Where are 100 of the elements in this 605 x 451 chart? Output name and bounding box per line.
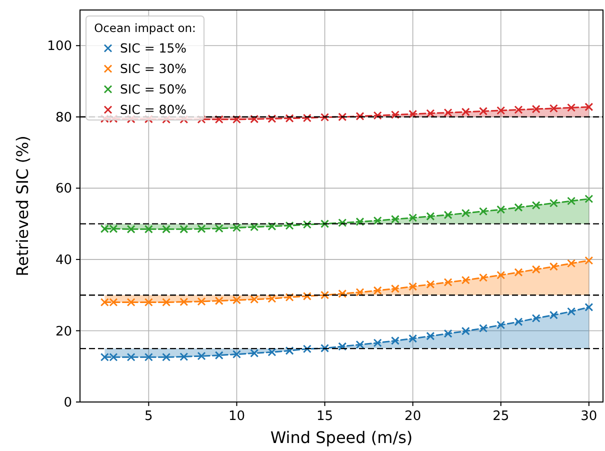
point: [250, 348, 259, 358]
point: [373, 216, 382, 225]
point: [549, 104, 558, 113]
point: [444, 329, 452, 338]
point: [320, 344, 330, 352]
legend-title: Ocean impact on:: [94, 21, 196, 35]
x-tick-label: 30: [580, 409, 598, 424]
point: [180, 352, 188, 361]
point: [549, 262, 558, 271]
y-tick-label: 80: [55, 110, 72, 126]
y-tick-label: 20: [55, 324, 72, 340]
x-tick-label: 20: [404, 409, 422, 424]
point: [180, 224, 188, 234]
y-tick-label: 100: [47, 39, 72, 54]
x-tick-label: 25: [492, 409, 510, 424]
point: [302, 344, 312, 354]
point: [214, 115, 224, 124]
point: [250, 295, 259, 304]
point: [373, 286, 382, 295]
point: [197, 352, 206, 360]
point: [162, 298, 171, 306]
point: [320, 220, 330, 228]
point: [408, 214, 418, 222]
point: [514, 106, 523, 114]
point: [338, 289, 347, 298]
point: [232, 296, 241, 304]
point: [214, 351, 224, 360]
point: [356, 340, 364, 349]
point: [268, 114, 276, 123]
point: [532, 265, 540, 274]
point: [356, 217, 364, 226]
point: [390, 284, 400, 293]
point: [408, 282, 418, 291]
point: [144, 298, 153, 306]
point: [408, 334, 418, 343]
point: [584, 256, 594, 265]
point: [426, 212, 435, 221]
point: [268, 348, 276, 356]
point: [567, 259, 576, 268]
point: [532, 201, 540, 210]
x-tick-label: 10: [228, 409, 245, 424]
x-tick-label: 15: [316, 409, 334, 424]
point: [285, 221, 294, 230]
point: [390, 110, 400, 120]
point: [496, 106, 506, 115]
legend-label: SIC = 80%: [120, 102, 187, 118]
legend-label: SIC = 30%: [120, 61, 187, 76]
point: [356, 112, 364, 120]
point: [426, 280, 435, 289]
point: [567, 103, 576, 112]
point: [444, 108, 452, 117]
point: [496, 205, 506, 214]
point: [390, 214, 400, 224]
point: [390, 336, 400, 345]
point: [338, 218, 347, 227]
point: [338, 342, 347, 351]
point: [197, 224, 206, 234]
point: [144, 224, 153, 234]
point: [461, 276, 470, 284]
point: [250, 114, 259, 124]
point: [144, 352, 153, 362]
point: [126, 298, 136, 306]
point: [250, 222, 259, 232]
point: [373, 111, 382, 120]
point: [162, 224, 171, 234]
point: [479, 273, 488, 282]
point: [126, 224, 136, 234]
point: [514, 203, 523, 212]
point: [426, 109, 435, 118]
point: [584, 302, 594, 312]
point: [268, 222, 276, 231]
y-tick-label: 60: [55, 182, 72, 197]
y-axis-title: Retrieved SIC (%): [13, 136, 32, 276]
point: [302, 114, 312, 122]
point: [444, 210, 452, 220]
point: [479, 207, 488, 216]
point: [232, 223, 241, 232]
point: [162, 352, 171, 362]
point: [356, 288, 364, 296]
point: [373, 338, 382, 348]
y-tick-label: 40: [55, 253, 72, 268]
y-tick-label: 0: [64, 396, 72, 411]
point: [180, 298, 188, 306]
point: [496, 270, 506, 280]
point: [232, 115, 241, 124]
point: [479, 324, 488, 332]
point: [302, 292, 312, 300]
point: [514, 268, 523, 277]
point: [567, 196, 576, 206]
point: [549, 310, 558, 320]
point: [232, 350, 241, 358]
x-tick-label: 5: [144, 409, 153, 424]
point: [426, 332, 435, 340]
point: [197, 297, 206, 306]
point: [214, 296, 224, 306]
legend-label: SIC = 50%: [120, 82, 187, 97]
point: [126, 352, 136, 362]
point: [532, 314, 540, 323]
point: [444, 278, 452, 287]
point: [532, 104, 540, 114]
